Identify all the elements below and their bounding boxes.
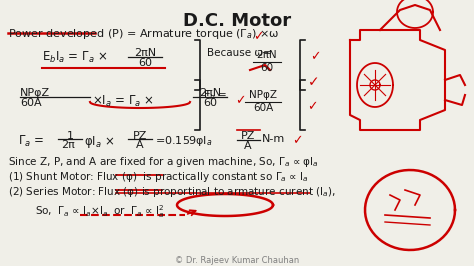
Text: A: A — [244, 141, 252, 151]
Text: ✓: ✓ — [292, 134, 302, 147]
Text: 2πN: 2πN — [257, 50, 277, 60]
Text: PZ: PZ — [241, 131, 255, 141]
Text: Because ω=: Because ω= — [207, 48, 272, 58]
Text: (2) Series Motor: Flux (φ) is proportinal to armature curent (I$_a$),: (2) Series Motor: Flux (φ) is proportina… — [8, 185, 336, 199]
Text: E$_b$I$_a$ = Γ$_a$ ×: E$_b$I$_a$ = Γ$_a$ × — [42, 50, 108, 65]
Text: So,  Γ$_a$ ∝ I$_a$×I$_a$  or  Γ$_a$ ∝ I$_a^2$: So, Γ$_a$ ∝ I$_a$×I$_a$ or Γ$_a$ ∝ I$_a^… — [35, 203, 164, 220]
Text: ✓: ✓ — [310, 50, 320, 63]
Text: (1) Shunt Motor: Flux (φ)  is practically constant so Γ$_a$ ∝ I$_a$: (1) Shunt Motor: Flux (φ) is practically… — [8, 170, 309, 184]
Text: PZ: PZ — [133, 131, 147, 141]
Text: © Dr. Rajeev Kumar Chauhan: © Dr. Rajeev Kumar Chauhan — [175, 256, 299, 265]
Text: ✓: ✓ — [235, 94, 246, 107]
Text: 2π: 2π — [61, 140, 75, 150]
Text: 2πN: 2πN — [199, 88, 221, 98]
Text: ✓: ✓ — [308, 75, 319, 89]
Text: NPφZ: NPφZ — [20, 88, 50, 98]
Text: A: A — [136, 140, 144, 150]
Text: 60: 60 — [138, 58, 152, 68]
Text: 2πN: 2πN — [134, 48, 156, 58]
Text: Since Z, P, and A are fixed for a given machine, So, Γ$_a$ ∝ φI$_a$: Since Z, P, and A are fixed for a given … — [8, 155, 319, 169]
Text: D.C. Motor: D.C. Motor — [183, 12, 291, 30]
Text: 1: 1 — [66, 131, 73, 141]
Text: N-m: N-m — [262, 134, 285, 144]
Text: 60A: 60A — [253, 103, 273, 113]
Text: =0.159φI$_a$: =0.159φI$_a$ — [155, 134, 212, 148]
Text: Power developed (P) = Armature torque (Γ$_a$) ×ω: Power developed (P) = Armature torque (Γ… — [8, 27, 279, 41]
Text: ×I$_a$ = Γ$_a$ ×: ×I$_a$ = Γ$_a$ × — [92, 94, 154, 109]
Text: Γ$_a$ =: Γ$_a$ = — [18, 134, 45, 149]
Text: 60: 60 — [203, 98, 217, 108]
Text: NPφZ: NPφZ — [249, 90, 277, 100]
Text: 60A: 60A — [20, 98, 42, 108]
Text: E$_b$ =: E$_b$ = — [203, 88, 228, 102]
Text: ✓: ✓ — [253, 30, 264, 43]
Text: φI$_a$ ×: φI$_a$ × — [84, 134, 115, 150]
Text: 60: 60 — [260, 63, 273, 73]
Text: ✓: ✓ — [307, 100, 318, 113]
